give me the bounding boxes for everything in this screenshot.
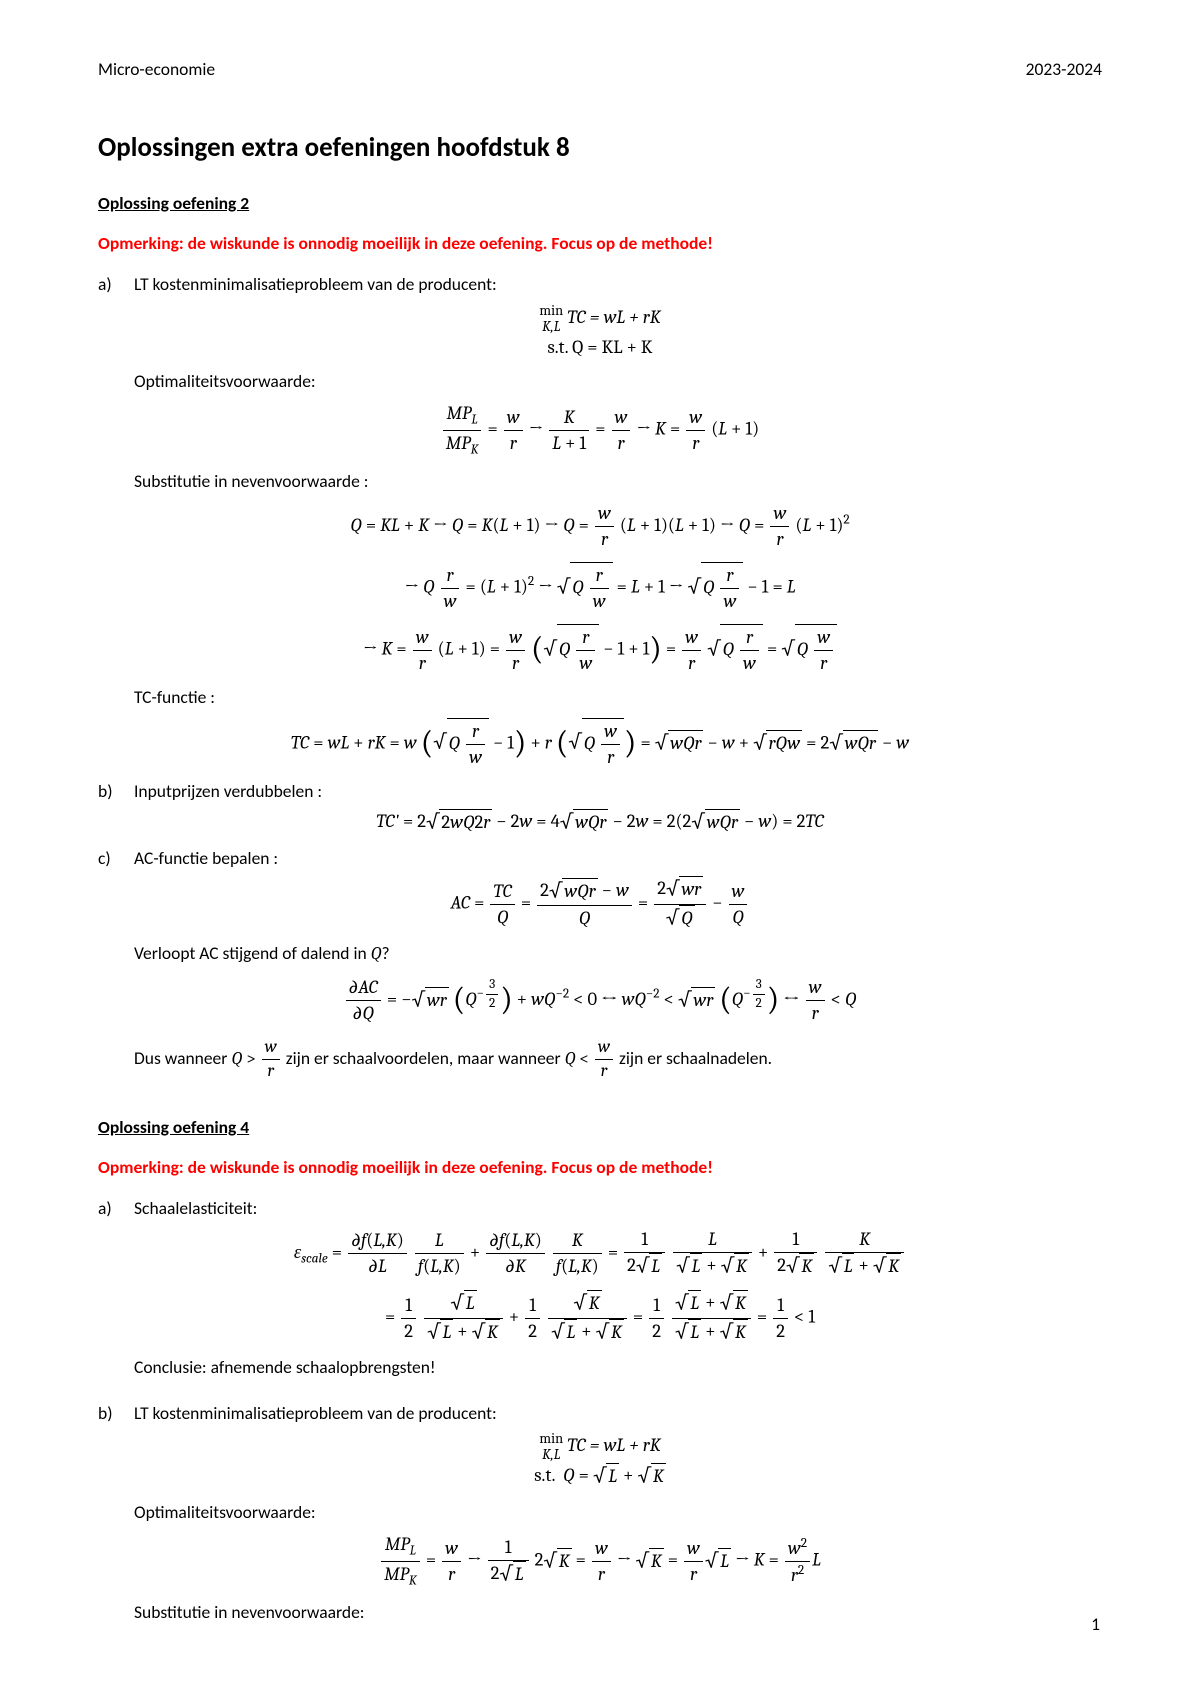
ex4-a-intro: Schaalelasticiteit: bbox=[134, 1197, 257, 1219]
exercise-2-heading: Oplossing oefening 2 bbox=[98, 192, 1102, 216]
label-a: a) bbox=[98, 273, 134, 297]
ex4-item-a: a) Schaalelasticiteit: bbox=[98, 1197, 1102, 1221]
label-c: c) bbox=[98, 847, 134, 871]
ex2-item-b: b) Inputprijzen verdubbelen : bbox=[98, 780, 1102, 804]
ex2-b-intro: Inputprijzen verdubbelen : bbox=[134, 780, 322, 802]
ex2-conclusion: Dus wanneer Q > wr zijn er schaalvoordel… bbox=[134, 1036, 1102, 1084]
ex4-opt-label: Optimaliteitsvoorwaarde: bbox=[134, 1501, 1102, 1525]
page-title: Oplossingen extra oefeningen hoofdstuk 8 bbox=[98, 130, 1102, 166]
ex2-opt-label: Optimaliteitsvoorwaarde: bbox=[134, 370, 1102, 394]
page-number: 1 bbox=[1091, 1613, 1100, 1637]
ex4-eq-scale2: = 12 LL + K + 12 KL + K = 12 L + KL + K … bbox=[98, 1290, 1102, 1346]
ex4-a-conclusion: Conclusie: afnemende schaalopbrengsten! bbox=[134, 1356, 1102, 1380]
ex4-eq-opt: MPLMPK = wr → 12L 2K = wr → K = wrL → K … bbox=[98, 1532, 1102, 1590]
ex2-eq-minproblem: minK,L TC = wL + rK s.t. Q = KL + K bbox=[98, 303, 1102, 360]
ex2-sub-label: Substitutie in nevenvoorwaarde : bbox=[134, 470, 1102, 494]
ex2-eq-double: TC' = 22wQ2r − 2w = 4wQr − 2w = 2(2wQr −… bbox=[98, 809, 1102, 836]
ex2-a-intro: LT kostenminimalisatieprobleem van de pr… bbox=[134, 273, 497, 295]
academic-year: 2023-2024 bbox=[1026, 58, 1102, 82]
ex2-tc-label: TC-functie : bbox=[134, 686, 1102, 710]
ex2-eq-sub3: → K = wr (L + 1) = wr (Q rw − 1 + 1) = w… bbox=[98, 624, 1102, 676]
label-b: b) bbox=[98, 780, 134, 804]
label-b-4: b) bbox=[98, 1402, 134, 1426]
ex4-item-b: b) LT kostenminimalisatieprobleem van de… bbox=[98, 1402, 1102, 1426]
ex2-eq-deriv: ∂AC∂Q = −wr (Q−32) + wQ−2 < 0 ↔ wQ−2 < w… bbox=[98, 975, 1102, 1026]
ex2-c-intro: AC-functie bepalen : bbox=[134, 847, 278, 869]
ex2-eq-tc: TC = wL + rK = w (Q rw − 1) + r (Q wr) =… bbox=[98, 718, 1102, 770]
ex2-eq-ac: AC = TCQ = 2wQr − wQ = 2wrQ − wQ bbox=[98, 876, 1102, 932]
ex2-eq-sub2: → Q rw = (L + 1)2 → Q rw = L + 1 → Q rw … bbox=[98, 562, 1102, 614]
ex2-q1: Verloopt AC stijgend of dalend in Q? bbox=[134, 942, 1102, 967]
ex2-eq-optcond: MPLMPK = wr → KL + 1 = wr → K = wr (L + … bbox=[98, 401, 1102, 459]
ex4-eq-minproblem: minK,L TC = wL + rK s.t. Q = L + K bbox=[98, 1431, 1102, 1490]
exercise-4-heading: Oplossing oefening 4 bbox=[98, 1116, 1102, 1140]
ex2-eq-sub1: Q = KL + K → Q = K(L + 1) → Q = wr (L + … bbox=[98, 501, 1102, 552]
ex2-a-body: LT kostenminimalisatieprobleem van de pr… bbox=[134, 273, 1102, 297]
page-header: Micro-economie 2023-2024 bbox=[98, 58, 1102, 82]
label-a-4: a) bbox=[98, 1197, 134, 1221]
ex4-eq-scale1: εscale = ∂f(L,K)∂L Lf(L,K) + ∂f(L,K)∂K K… bbox=[98, 1227, 1102, 1280]
ex4-sub-label: Substitutie in nevenvoorwaarde: bbox=[134, 1601, 1102, 1625]
ex2-item-c: c) AC-functie bepalen : bbox=[98, 847, 1102, 871]
ex2-item-a: a) LT kostenminimalisatieprobleem van de… bbox=[98, 273, 1102, 297]
exercise-2-warning: Opmerking: de wiskunde is onnodig moeili… bbox=[98, 232, 1102, 256]
exercise-4-warning: Opmerking: de wiskunde is onnodig moeili… bbox=[98, 1156, 1102, 1180]
course-name: Micro-economie bbox=[98, 58, 215, 82]
ex4-b-intro: LT kostenminimalisatieprobleem van de pr… bbox=[134, 1402, 497, 1424]
